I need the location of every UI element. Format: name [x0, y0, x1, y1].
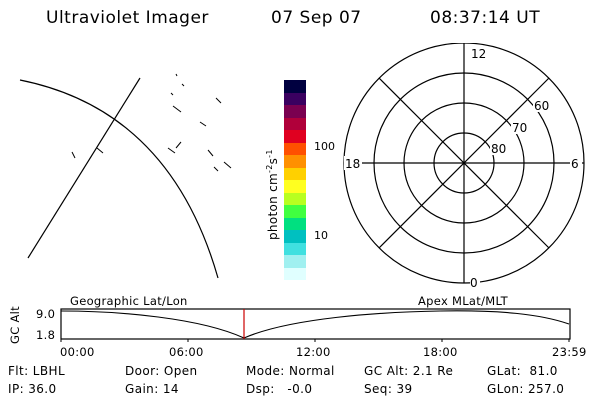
- colorbar-tick-100: 100: [314, 140, 335, 153]
- y-tick-max: 9.0: [36, 307, 56, 321]
- colorbar-swatch: [284, 155, 306, 168]
- label-bg-6: [570, 156, 582, 170]
- earth-limb-arc: [19, 79, 219, 279]
- mlt-label-6: 6: [571, 157, 579, 171]
- colorbar-swatch: [284, 217, 306, 230]
- timeline-y-label: GC Alt: [8, 306, 22, 344]
- colorbar-swatch: [284, 267, 306, 280]
- apex-coords-title: Apex MLat/MLT: [418, 294, 508, 308]
- colorbar-swatch: [284, 117, 306, 130]
- label-bg-18: [344, 156, 362, 170]
- x-tick-1800: 18:00: [423, 345, 458, 359]
- time-label: 08:37:14 UT: [430, 8, 541, 28]
- mlt-label-12: 12: [471, 47, 486, 61]
- colorbar-swatch: [284, 192, 306, 205]
- glon-readout: GLon: 257.0: [487, 382, 565, 396]
- ip-readout: IP: 36.0: [8, 382, 57, 396]
- label-bg-80: [490, 141, 508, 155]
- label-bg-70: [511, 120, 529, 134]
- gain-readout: Gain: 14: [125, 382, 179, 396]
- mode-readout: Mode: Normal: [246, 364, 335, 378]
- door-readout: Door: Open: [125, 364, 198, 378]
- strip-frame: [60, 308, 571, 340]
- imager-title: Ultraviolet Imager: [46, 8, 209, 28]
- mlat-label-70: 70: [512, 121, 527, 135]
- color-scale-bar: [284, 80, 306, 280]
- colorbar-swatch: [284, 80, 306, 93]
- label-bg-60: [533, 98, 551, 112]
- dsp-readout: Dsp: -0.0: [246, 382, 313, 396]
- colorbar-swatch: [284, 130, 306, 143]
- x-tick-2359: 23:59: [552, 345, 587, 359]
- colorbar-swatch: [284, 255, 306, 268]
- geographic-coords-title: Geographic Lat/Lon: [70, 294, 188, 308]
- label-bg-0: [470, 275, 480, 288]
- mlat-label-80: 80: [491, 142, 506, 156]
- diag-axis-2: [378, 77, 550, 249]
- glat-readout: GLat: 81.0: [487, 364, 558, 378]
- x-tick-1200: 12:00: [296, 345, 331, 359]
- colorbar-swatch: [284, 167, 306, 180]
- polar-mlat-mlt-plot: 12 0 18 6 60 70 80: [343, 43, 585, 288]
- mlt-label-0: 0: [470, 276, 478, 288]
- label-bg-12: [470, 47, 486, 60]
- colorbar-units-label: photon cm-2s-1: [265, 149, 280, 240]
- units-mid: s: [266, 157, 280, 165]
- date-label: 07 Sep 07: [271, 8, 362, 28]
- y-tick-min: 1.8: [36, 328, 56, 342]
- seq-readout: Seq: 39: [364, 382, 413, 396]
- colorbar-swatch: [284, 92, 306, 105]
- terminator-line: [27, 77, 141, 259]
- colorbar-swatch: [284, 142, 306, 155]
- orbit-altitude-strip: [60, 308, 571, 342]
- colorbar-swatch: [284, 180, 306, 193]
- filter-readout: Flt: LBHL: [8, 364, 66, 378]
- units-main: photon cm: [266, 172, 280, 240]
- colorbar-tick-10: 10: [314, 229, 328, 242]
- x-tick-marks: [60, 339, 570, 342]
- colorbar-swatch: [284, 105, 306, 118]
- altitude-curve: [60, 310, 570, 339]
- x-tick-0000: 00:00: [60, 345, 95, 359]
- colorbar-swatch: [284, 205, 306, 218]
- colorbar-swatch: [284, 242, 306, 255]
- units-exp1: -2: [265, 164, 274, 173]
- image-artifact-dashes: [71, 73, 232, 172]
- units-exp2: -1: [265, 149, 274, 158]
- gc-alt-readout: GC Alt: 2.1 Re: [364, 364, 454, 378]
- colorbar-swatch: [284, 230, 306, 243]
- geographic-image-panel: [19, 73, 232, 279]
- x-tick-0600: 06:00: [169, 345, 204, 359]
- mlt-label-18: 18: [345, 157, 360, 171]
- mlat-label-60: 60: [534, 99, 549, 113]
